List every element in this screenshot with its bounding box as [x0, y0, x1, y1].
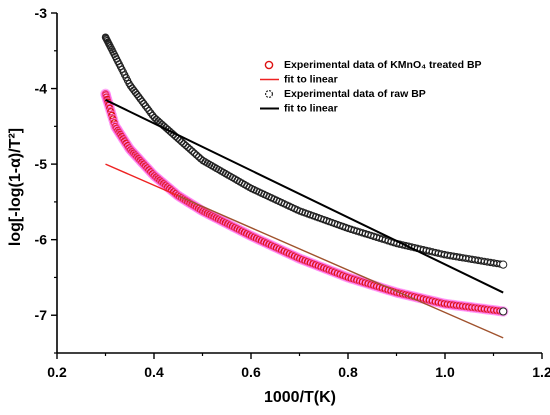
- y-axis-title: log[-log(1-α)/T²]: [7, 128, 24, 246]
- series-1-fit-line-lower: [177, 195, 504, 339]
- legend-label-raw-fit: fit to linear: [284, 103, 338, 115]
- series-2-point: [186, 145, 194, 153]
- series-2-point: [184, 143, 192, 152]
- series-3-fit-line: [105, 98, 504, 294]
- plot-area: [100, 33, 509, 339]
- y-tick-label: -7: [35, 307, 48, 323]
- x-axis-title: 1000/T(K): [264, 389, 336, 406]
- legend-label-kmno4-fit: fit to linear: [284, 74, 338, 86]
- series-2-point: [182, 141, 190, 150]
- legend-label-kmno4: Experimental data of KMnO₄ treated BP: [284, 59, 482, 71]
- series-2-point: [194, 153, 203, 161]
- legend: Experimental data of KMnO₄ treated BP fit…: [260, 59, 482, 115]
- series-2-point: [192, 151, 201, 159]
- series-0-end-point: [499, 307, 508, 316]
- series-1-fit-line: [105, 163, 179, 197]
- series-2-markers: [101, 33, 508, 269]
- axes: 0.2 0.4 0.6 0.8 1.0 1.2 -3 -4 -5 -6 -7: [35, 5, 550, 380]
- series-2-point: [148, 111, 157, 120]
- series-2-end-point: [499, 260, 508, 269]
- series-2-point: [180, 140, 188, 148]
- series-0-glow: [498, 306, 509, 317]
- x-tick-label: 0.6: [241, 364, 261, 380]
- y-tick-label: -3: [35, 5, 48, 21]
- legend-marker-raw: [265, 89, 274, 98]
- legend-label-raw: Experimental data of raw BP: [284, 88, 426, 100]
- x-tick-label: 0.4: [144, 364, 164, 380]
- legend-marker-kmno4: [264, 60, 274, 70]
- x-tick-label: 0.8: [338, 364, 358, 380]
- y-tick-label: -4: [35, 81, 48, 97]
- y-tick-label: -5: [35, 156, 48, 172]
- series-2-point: [178, 138, 186, 146]
- series-2-point: [188, 147, 196, 155]
- y-tick-label: -6: [35, 232, 48, 248]
- x-tick-label: 1.2: [532, 364, 550, 380]
- x-tick-label: 0.2: [47, 364, 67, 380]
- series-2-point: [190, 149, 199, 157]
- x-tick-label: 1.0: [435, 364, 455, 380]
- series-2-point: [175, 136, 184, 144]
